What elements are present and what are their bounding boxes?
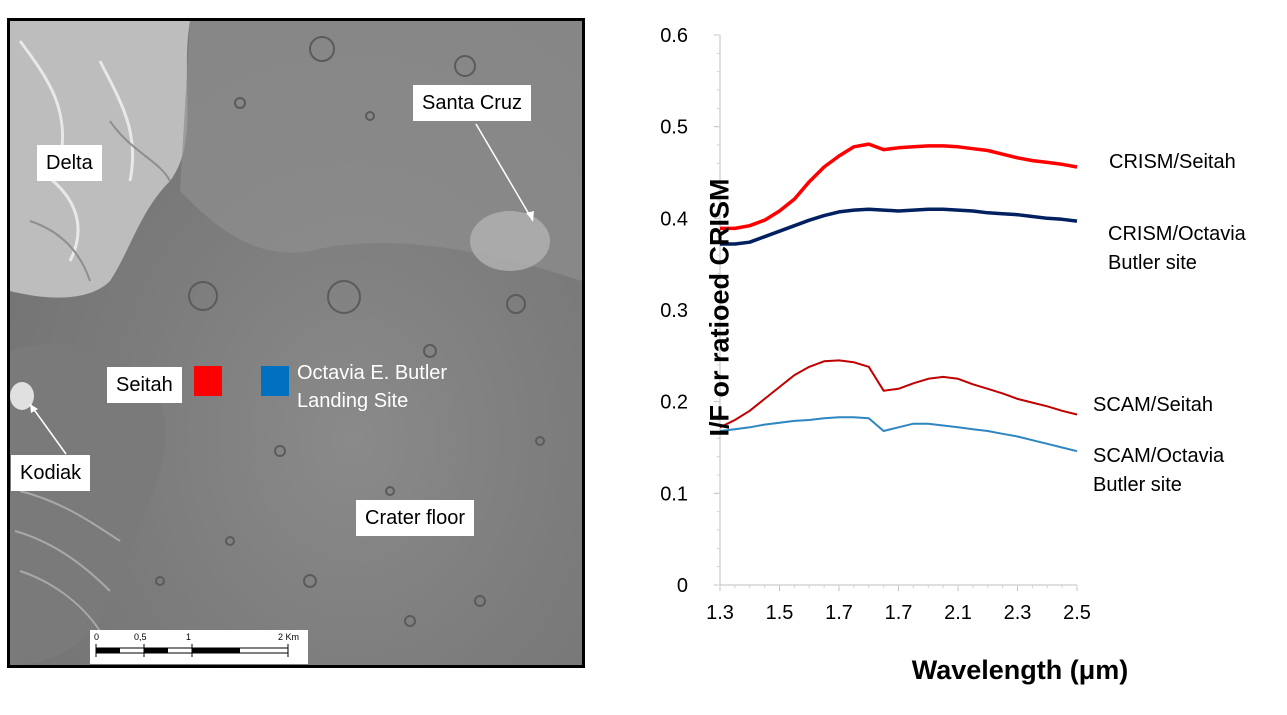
- crater-floor-label: Crater floor: [356, 500, 475, 536]
- series-line-scam-octavia-butler-site: [719, 416, 1078, 453]
- kodiak-label: Kodiak: [11, 455, 91, 491]
- map-image-panel: Delta Santa Cruz Seitah Octavia E. Butle…: [7, 18, 585, 668]
- y-tick-label: 0.3: [660, 300, 688, 322]
- seitah-color-swatch: [194, 366, 222, 396]
- series-label-line: CRISM/Octavia: [1108, 223, 1246, 245]
- kodiak-arrow: [29, 403, 67, 455]
- chart-plot-area: 0 0.1 0.2 0.3 0.4 0.5 0.6 1.3 1.5 1.7 1.7 2.1 2.3 2.5: [660, 25, 1091, 624]
- series-label-line: SCAM/Octavia: [1093, 445, 1225, 467]
- santa-cruz-label: Santa Cruz: [413, 85, 532, 121]
- x-tick-label: 2.3: [1004, 602, 1032, 624]
- octavia-label-line2: Landing Site: [297, 390, 409, 412]
- scale-bar-graphic: [95, 644, 289, 657]
- santa-cruz-hill: [470, 211, 550, 271]
- santa-cruz-arrow: [475, 123, 534, 222]
- y-tick-label: 0.6: [660, 25, 688, 47]
- series-label-scam-octavia: SCAM/Octavia Butler site: [1093, 442, 1224, 500]
- seitah-label: Seitah: [107, 367, 182, 403]
- series-label-crism-seitah: CRISM/Seitah: [1109, 148, 1236, 177]
- x-tick-label: 2.5: [1063, 602, 1091, 624]
- terrain-texture: [10, 21, 582, 665]
- craters: [155, 36, 545, 627]
- y-tick-label: 0.2: [660, 392, 688, 414]
- y-tick-label: 0.5: [660, 117, 688, 139]
- y-tick-label: 0: [677, 575, 688, 597]
- scale-bar: 0 0,5 1 2 Km: [90, 630, 308, 664]
- scale-tick-label: 0,5: [134, 632, 147, 642]
- series-line-crism-seitah: [720, 142, 1078, 231]
- series-label-crism-octavia: CRISM/Octavia Butler site: [1108, 220, 1246, 278]
- series-label-line: Butler site: [1108, 252, 1197, 274]
- series-label-line: CRISM/Seitah: [1109, 151, 1236, 173]
- scale-tick-label: 0: [94, 632, 100, 642]
- series-label-line: SCAM/Seitah: [1093, 394, 1214, 416]
- x-tick-label: 1.7: [825, 602, 853, 624]
- scale-tick-label: 1: [186, 632, 192, 642]
- spectra-chart: 0 0.1 0.2 0.3 0.4 0.5 0.6 1.3 1.5 1.7 1.7 2.1 2.3 2.5…: [600, 0, 1287, 715]
- kodiak-hill: [10, 382, 34, 410]
- y-tick-label: 0.4: [660, 208, 688, 230]
- series-line-scam-seitah: [719, 359, 1078, 429]
- x-tick-label: 1.5: [766, 602, 794, 624]
- x-axis-label: Wavelength (μm): [911, 655, 1129, 685]
- series-line-crism-octavia-butler-site: [720, 207, 1078, 246]
- scale-tick-label: 2 Km: [278, 632, 300, 642]
- series-label-scam-seitah: SCAM/Seitah: [1093, 391, 1213, 420]
- series-label-line: Butler site: [1093, 474, 1182, 496]
- delta-label: Delta: [37, 145, 102, 181]
- octavia-label-line1: Octavia E. Butler: [297, 362, 448, 384]
- x-tick-label: 1.3: [706, 602, 734, 624]
- y-tick-label: 0.1: [660, 483, 688, 505]
- x-tick-label: 1.7: [885, 602, 913, 624]
- x-tick-label: 2.1: [944, 602, 972, 624]
- octavia-color-swatch: [261, 366, 289, 396]
- y-axis-label: I/F or ratioed CRISM: [704, 178, 735, 437]
